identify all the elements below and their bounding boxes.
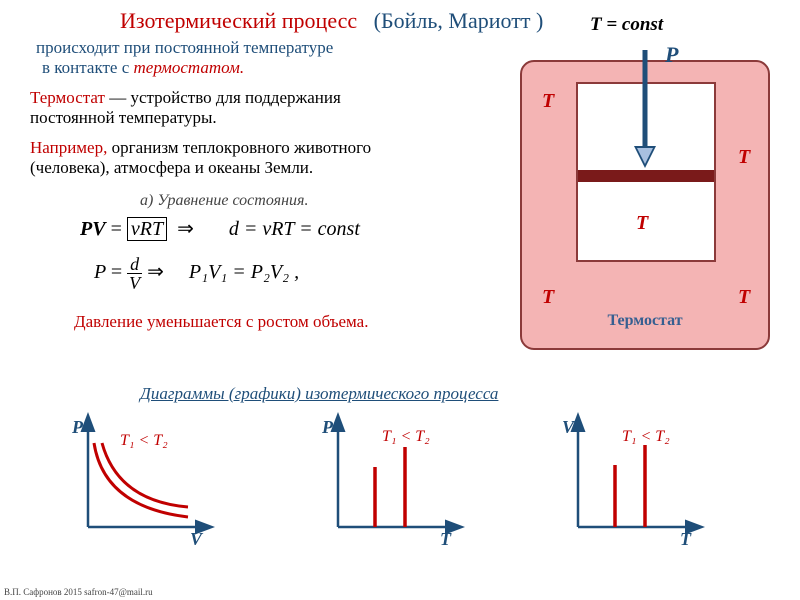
title-main: Изотермический процесс (120, 8, 357, 33)
eq2-arrow: ⇒ (147, 261, 164, 283)
equation-label: а) Уравнение состояния. (140, 192, 308, 210)
chart-pv: P V T₁ < T₂ (70, 415, 270, 565)
t-label-bl: T (542, 286, 554, 309)
eq1-d: d = νRT = const (229, 218, 360, 240)
example-line2: (человека), атмосфера и океаны Земли. (30, 158, 313, 178)
definition-rest: — устройство для поддержания (105, 88, 341, 107)
eq2-den: V (127, 274, 142, 292)
example-rest: организм теплокровного животного (107, 138, 371, 157)
chart-pt: P T T₁ < T₂ (320, 415, 520, 565)
eq2-result: P₁V₁ = P₂V₂ , (189, 261, 299, 283)
t-const-label: T = const (590, 14, 663, 36)
t-label-c: T (636, 212, 648, 235)
intro-line2: в контакте с термостатом. (42, 58, 244, 78)
chart3-cond: T₁ < T₂ (622, 428, 670, 445)
pv-curve-2 (102, 443, 188, 507)
intro-line2a: в контакте с (42, 58, 134, 77)
intro-line2b: термостатом. (134, 58, 245, 77)
eq2-num: d (127, 255, 142, 274)
eq1-lhs: PV (80, 218, 106, 240)
chart3-ylabel: V (562, 417, 576, 437)
chart1-ylabel: P (71, 417, 84, 437)
chart2-cond: T₁ < T₂ (382, 428, 430, 445)
definition-line2: постоянной температуры. (30, 108, 217, 128)
example-word: Например, (30, 138, 107, 157)
equation-2: P = d V ⇒ P₁V₁ = P₂V₂ , (94, 255, 299, 292)
footer: В.П. Сафронов 2015 safron-47@mail.ru (4, 587, 153, 597)
eq2-frac: d V (127, 255, 142, 292)
chart2-xlabel: T (440, 529, 452, 549)
example-line1: Например, организм теплокровного животно… (30, 138, 371, 158)
pressure-note: Давление уменьшается с ростом объема. (74, 312, 368, 332)
p-label: P (665, 42, 678, 68)
t-label-br: T (738, 286, 750, 309)
eq1-boxed: νRT (127, 217, 167, 241)
eq1-arrow: ⇒ (177, 218, 194, 240)
thermostat-diagram: T = const P T T T T T Термостат (520, 42, 770, 352)
page-title: Изотермический процесс (Бойль, Мариотт ) (120, 8, 543, 34)
intro-line1: происходит при постоянной температуре (36, 38, 333, 58)
chart2-ylabel: P (321, 417, 334, 437)
title-sub: (Бойль, Мариотт ) (374, 8, 544, 33)
chart1-cond: T₁ < T₂ (120, 432, 168, 449)
t-label-r: T (738, 146, 750, 169)
t-label-tl: T (542, 90, 554, 113)
definition-line1: Термостат — устройство для поддержания (30, 88, 341, 108)
chart3-xlabel: T (680, 529, 692, 549)
equation-1: PV = νRT ⇒ d = νRT = const (80, 216, 360, 241)
thermostat-caption: Термостат (520, 312, 770, 330)
chart1-xlabel: V (190, 529, 204, 549)
definition-word: Термостат (30, 88, 105, 107)
diagrams-title: Диаграммы (графики) изотермического проц… (140, 384, 498, 404)
chart-vt: V T T₁ < T₂ (560, 415, 760, 565)
